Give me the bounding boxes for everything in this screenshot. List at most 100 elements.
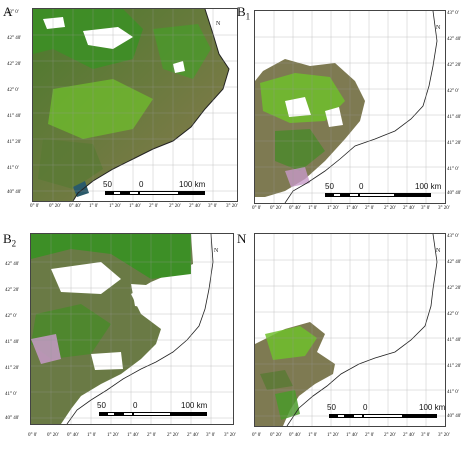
lon-label: 0° 0' bbox=[28, 433, 38, 438]
lat-label: 42° 0' bbox=[447, 312, 459, 317]
pink-area bbox=[31, 334, 61, 364]
lat-label: 40° 40' bbox=[447, 414, 462, 419]
lon-label: 0° 40' bbox=[289, 206, 301, 211]
cloud bbox=[325, 107, 343, 127]
scale-label-100km: 100 km bbox=[419, 403, 446, 412]
cloud bbox=[285, 97, 311, 117]
lon-label: 2° 0' bbox=[365, 433, 375, 438]
scale-label-0: 0 bbox=[359, 182, 364, 191]
scale-label-100km: 100 km bbox=[181, 401, 208, 410]
lat-label: 40° 40' bbox=[7, 190, 22, 195]
lon-label: 3° 20' bbox=[438, 433, 450, 438]
lon-label: 1° 20' bbox=[327, 433, 339, 438]
lat-label: 41° 40' bbox=[447, 115, 462, 120]
lon-label: 2° 0' bbox=[149, 204, 159, 209]
lat-label: 40° 40' bbox=[5, 416, 20, 421]
lon-label: 2° 20' bbox=[167, 433, 179, 438]
lat-label: 41° 0' bbox=[447, 390, 459, 395]
lat-label: 42° 0' bbox=[7, 88, 19, 93]
lon-label: 1° 0' bbox=[308, 206, 318, 211]
lon-label: 0° 40' bbox=[69, 204, 81, 209]
cloud bbox=[91, 352, 123, 370]
scale-bar: 50 0 100 km bbox=[313, 182, 441, 197]
scale-label-100km: 100 km bbox=[415, 182, 442, 191]
lon-label: 1° 20' bbox=[327, 206, 339, 211]
lon-label: 3° 0' bbox=[421, 433, 431, 438]
lat-label: 41° 0' bbox=[5, 392, 17, 397]
vegetation-patch bbox=[265, 326, 317, 360]
lon-label: 3° 20' bbox=[438, 206, 450, 211]
lon-label: 1° 40' bbox=[346, 206, 358, 211]
lon-label: 1° 0' bbox=[89, 204, 99, 209]
lon-label: 1° 40' bbox=[127, 433, 139, 438]
scale-label-50: 50 bbox=[325, 182, 334, 191]
panel-label-b2: B2 bbox=[3, 231, 17, 249]
lat-label: 43° 0' bbox=[447, 234, 459, 239]
scale-label-100km: 100 km bbox=[179, 180, 206, 189]
scale-label-50: 50 bbox=[97, 401, 106, 410]
lon-label: 1° 0' bbox=[87, 433, 97, 438]
lat-label: 41° 20' bbox=[447, 141, 462, 146]
lat-label: 42° 20' bbox=[447, 63, 462, 68]
lat-label: 42° 20' bbox=[7, 62, 22, 67]
lon-label: 2° 40' bbox=[403, 433, 415, 438]
scale-bar: 50 0 100 km bbox=[91, 181, 211, 195]
vegetation-patch bbox=[260, 370, 293, 390]
north-arrow-icon: N bbox=[435, 25, 445, 43]
north-arrow-icon: N bbox=[213, 248, 227, 266]
lat-label: 42° 40' bbox=[5, 262, 20, 267]
lat-label: 41° 40' bbox=[5, 340, 20, 345]
vegetation-patch bbox=[275, 390, 300, 420]
cloud bbox=[51, 262, 121, 294]
map-frame-b1: N 50 0 100 km bbox=[254, 10, 446, 204]
lat-label: 43° 0' bbox=[7, 10, 19, 15]
cloud bbox=[131, 284, 161, 309]
map-frame-n: N 50 0 100 km bbox=[254, 233, 446, 427]
lon-label: 0° 20' bbox=[270, 433, 282, 438]
panel-label-b1: B1 bbox=[237, 4, 251, 22]
scale-label-0: 0 bbox=[363, 403, 368, 412]
coastline bbox=[284, 11, 438, 203]
scale-bar: 50 0 100 km bbox=[317, 403, 445, 418]
lat-label: 42° 0' bbox=[5, 314, 17, 319]
vegetation-patch bbox=[38, 139, 103, 189]
lat-label: 41° 20' bbox=[5, 366, 20, 371]
lon-label: 0° 40' bbox=[289, 433, 301, 438]
scale-label-50: 50 bbox=[103, 180, 112, 189]
scale-label-0: 0 bbox=[139, 180, 144, 189]
lon-label: 3° 0' bbox=[206, 433, 216, 438]
lat-label: 42° 0' bbox=[447, 89, 459, 94]
lon-label: 0° 0' bbox=[252, 206, 262, 211]
lon-label: 2° 40' bbox=[187, 433, 199, 438]
lat-label: 41° 0' bbox=[7, 166, 19, 171]
lon-label: 3° 0' bbox=[208, 204, 218, 209]
coastline bbox=[66, 234, 214, 424]
panel-label-a: A bbox=[3, 4, 13, 19]
lat-label: 42° 20' bbox=[5, 288, 20, 293]
lat-label: 41° 40' bbox=[447, 338, 462, 343]
lon-label: 2° 20' bbox=[169, 204, 181, 209]
scale-label-0: 0 bbox=[133, 401, 138, 410]
lat-label: 40° 40' bbox=[447, 191, 462, 196]
map-frame-a: N 50 0 100 km bbox=[32, 8, 238, 202]
lat-label: 41° 20' bbox=[447, 364, 462, 369]
lon-label: 2° 40' bbox=[403, 206, 415, 211]
coastline bbox=[286, 234, 438, 426]
north-arrow-icon: N bbox=[215, 21, 229, 39]
map-frame-b2: N 50 0 100 km bbox=[30, 233, 234, 425]
lat-label: 41° 40' bbox=[7, 114, 22, 119]
scale-bar: 50 0 100 km bbox=[91, 402, 213, 416]
pink-area bbox=[285, 167, 310, 187]
lon-label: 2° 20' bbox=[384, 206, 396, 211]
north-arrow-icon: N bbox=[435, 248, 445, 266]
lon-label: 0° 20' bbox=[47, 433, 59, 438]
lon-label: 0° 40' bbox=[67, 433, 79, 438]
lon-label: 1° 0' bbox=[308, 433, 318, 438]
cloud bbox=[43, 17, 65, 29]
lon-label: 1° 20' bbox=[107, 433, 119, 438]
lon-label: 0° 20' bbox=[49, 204, 61, 209]
vegetation-patch bbox=[275, 129, 325, 171]
panel-label-n: N bbox=[237, 231, 247, 246]
lon-label: 3° 20' bbox=[226, 204, 238, 209]
lat-label: 42° 40' bbox=[447, 260, 462, 265]
